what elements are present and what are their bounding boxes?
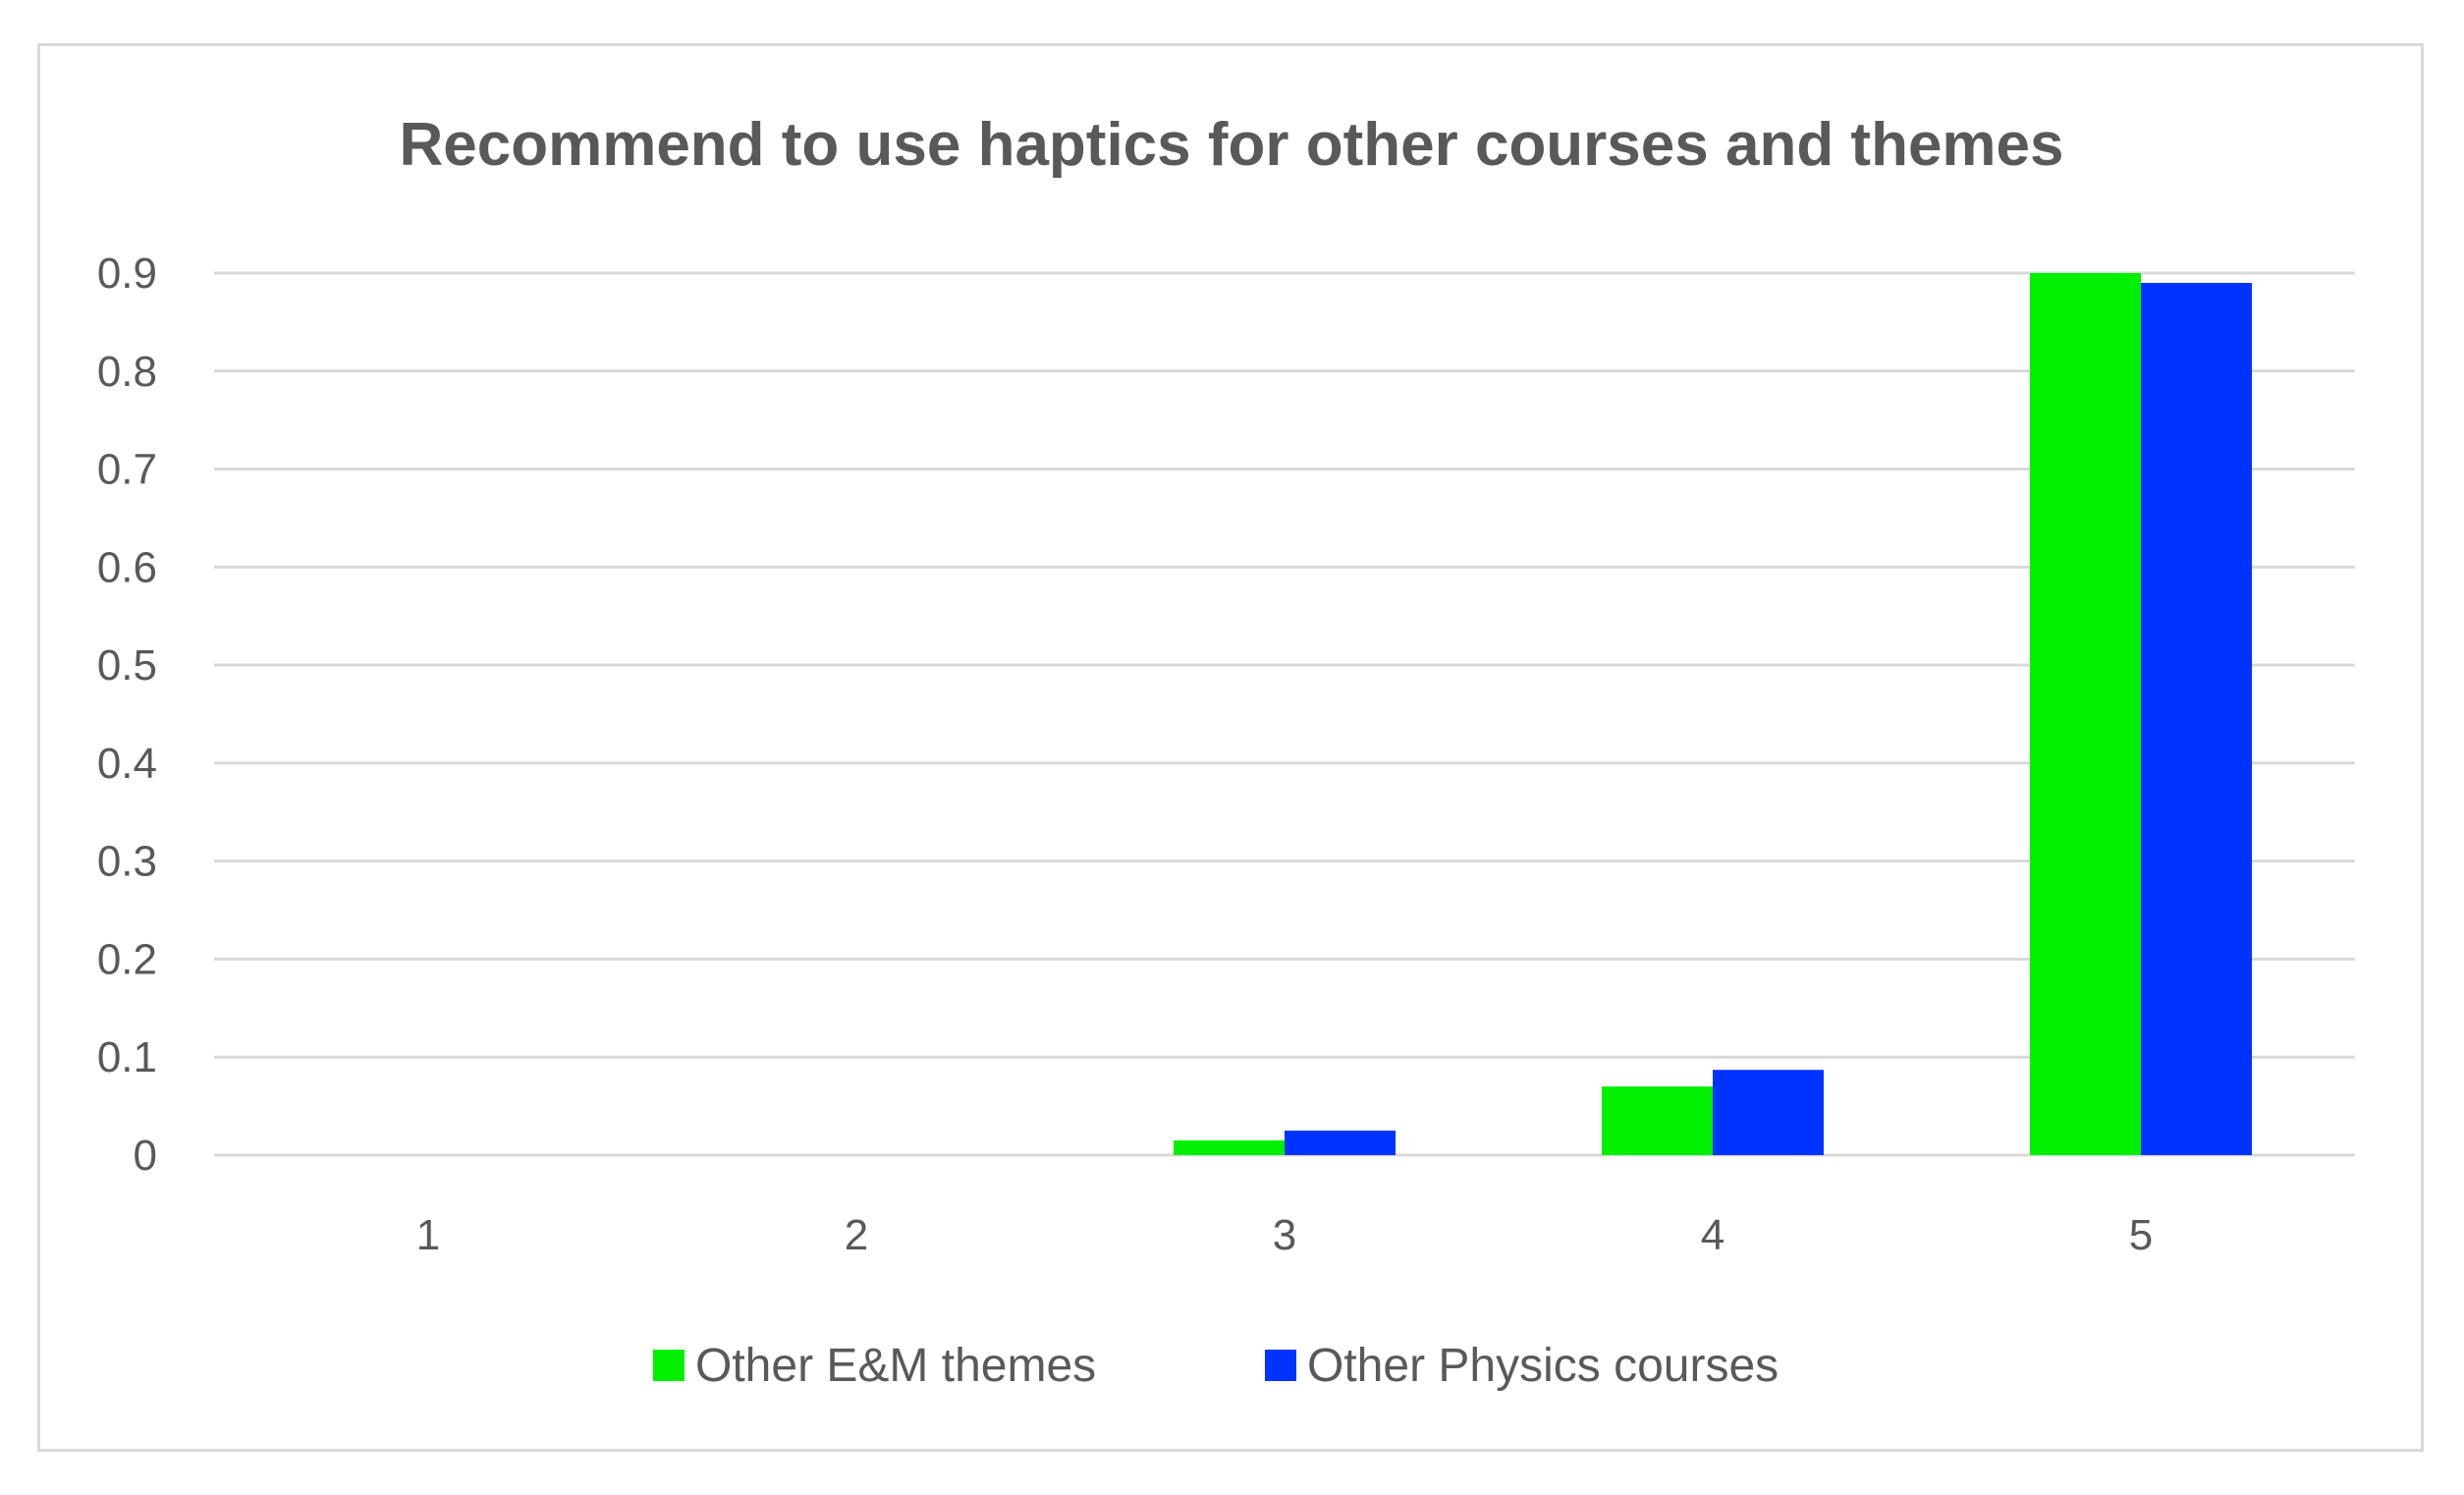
chart-title: Recommend to use haptics for other cours… [399, 111, 2063, 179]
y-tick-label: 0.1 [97, 1033, 157, 1081]
legend-swatch [653, 1350, 684, 1381]
bar-other-em-themes-5 [2030, 273, 2141, 1155]
legend-label: Other E&M themes [695, 1340, 1096, 1392]
bar-other-physics-courses-3 [1285, 1131, 1396, 1155]
x-tick-label: 5 [2129, 1211, 2153, 1259]
y-tick-label: 0.4 [97, 740, 157, 788]
legend: Other E&M themes Other Physics courses [653, 1340, 1779, 1392]
bar-other-em-themes-3 [1174, 1140, 1285, 1155]
y-tick-label: 0.7 [97, 446, 157, 494]
gridlines [214, 271, 2355, 1157]
bar-other-physics-courses-5 [2141, 282, 2252, 1155]
bars [1174, 273, 2252, 1155]
legend-label: Other Physics courses [1307, 1340, 1779, 1392]
x-tick-label: 4 [1701, 1211, 1725, 1259]
x-tick-label: 1 [416, 1211, 440, 1259]
y-tick-label: 0.6 [97, 543, 157, 591]
y-tick-label: 0.9 [97, 249, 157, 298]
x-tick-label: 3 [1273, 1211, 1296, 1259]
y-axis-tick-labels: 0 0.1 0.2 0.3 0.4 0.5 0.6 0.7 0.8 0.9 [97, 249, 157, 1180]
bar-other-em-themes-4 [1602, 1086, 1713, 1155]
chart-frame [37, 43, 2424, 1452]
x-axis-tick-labels: 1 2 3 4 5 [416, 1211, 2153, 1259]
y-tick-label: 0.5 [97, 641, 157, 690]
y-tick-label: 0 [134, 1132, 157, 1180]
y-tick-label: 0.3 [97, 838, 157, 886]
y-tick-label: 0.8 [97, 348, 157, 396]
bar-other-physics-courses-4 [1713, 1070, 1824, 1155]
legend-swatch [1265, 1350, 1296, 1381]
y-tick-label: 0.2 [97, 935, 157, 983]
x-tick-label: 2 [845, 1211, 868, 1259]
